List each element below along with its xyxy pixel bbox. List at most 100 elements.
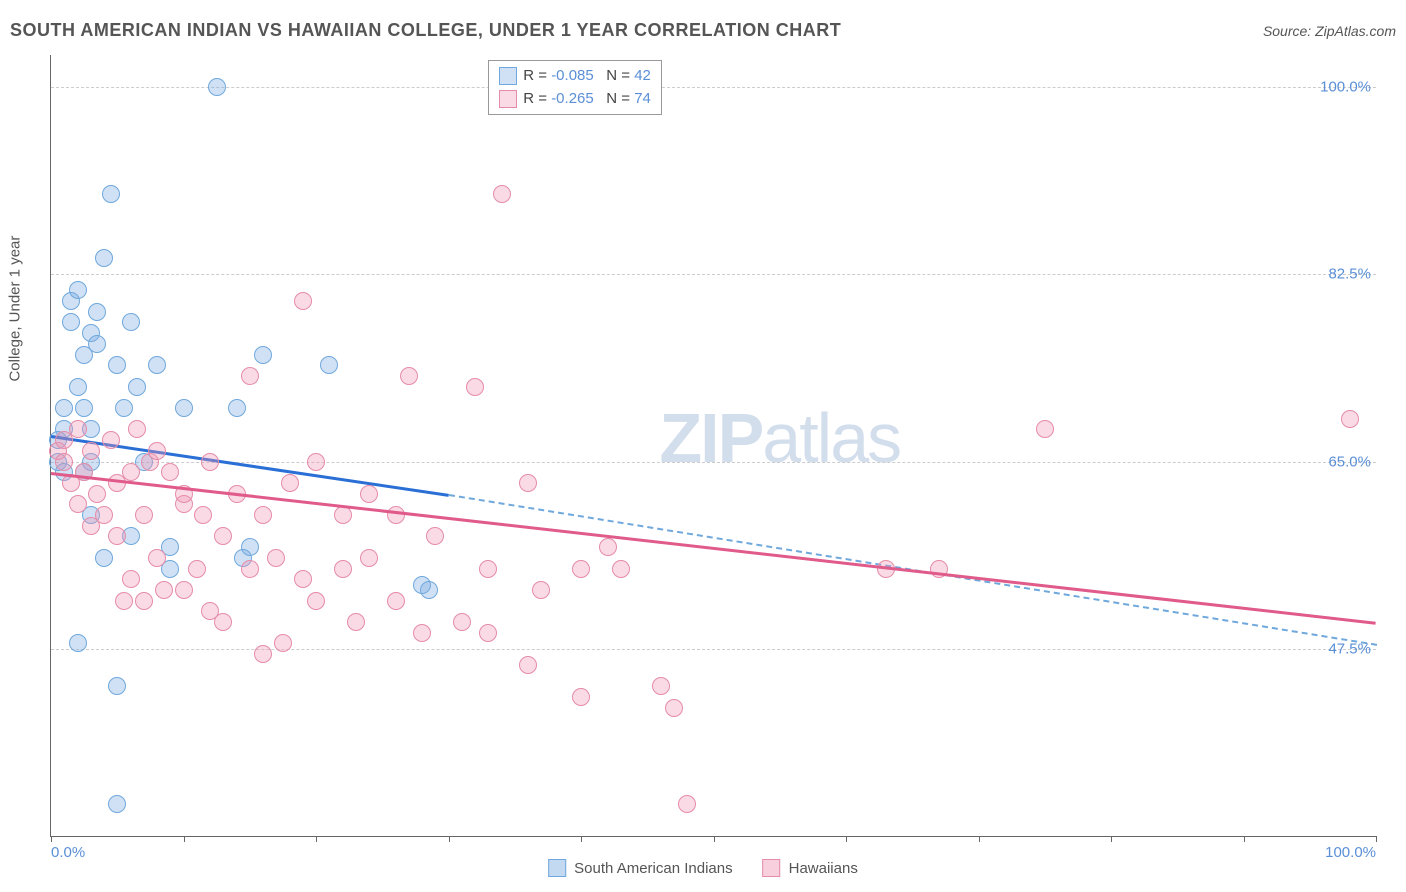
data-point bbox=[161, 463, 179, 481]
data-point bbox=[532, 581, 550, 599]
data-point bbox=[128, 420, 146, 438]
data-point bbox=[519, 474, 537, 492]
y-tick-label: 100.0% bbox=[1320, 79, 1371, 96]
grid-line bbox=[51, 649, 1376, 650]
data-point bbox=[599, 538, 617, 556]
data-point bbox=[274, 634, 292, 652]
data-point bbox=[108, 356, 126, 374]
data-point bbox=[115, 592, 133, 610]
data-point bbox=[519, 656, 537, 674]
data-point bbox=[267, 549, 285, 567]
data-point bbox=[665, 699, 683, 717]
stats-legend: R = -0.085 N = 42R = -0.265 N = 74 bbox=[488, 60, 662, 115]
legend-label: Hawaiians bbox=[789, 860, 858, 877]
x-tick-label: 100.0% bbox=[1325, 844, 1376, 861]
data-point bbox=[334, 560, 352, 578]
data-point bbox=[194, 506, 212, 524]
data-point bbox=[347, 613, 365, 631]
data-point bbox=[82, 442, 100, 460]
data-point bbox=[95, 506, 113, 524]
data-point bbox=[360, 549, 378, 567]
data-point bbox=[135, 592, 153, 610]
data-point bbox=[241, 538, 259, 556]
data-point bbox=[228, 399, 246, 417]
data-point bbox=[95, 549, 113, 567]
x-tick-label: 0.0% bbox=[51, 844, 85, 861]
data-point bbox=[572, 560, 590, 578]
x-tick bbox=[979, 836, 980, 842]
grid-line bbox=[51, 274, 1376, 275]
data-point bbox=[413, 624, 431, 642]
data-point bbox=[387, 506, 405, 524]
legend-item: South American Indians bbox=[548, 859, 732, 877]
data-point bbox=[493, 185, 511, 203]
data-point bbox=[175, 399, 193, 417]
legend-item: Hawaiians bbox=[763, 859, 858, 877]
data-point bbox=[294, 570, 312, 588]
data-point bbox=[188, 560, 206, 578]
data-point bbox=[208, 78, 226, 96]
watermark-bold: ZIP bbox=[659, 399, 762, 477]
data-point bbox=[479, 624, 497, 642]
data-point bbox=[307, 592, 325, 610]
x-tick bbox=[714, 836, 715, 842]
data-point bbox=[678, 795, 696, 813]
x-tick bbox=[316, 836, 317, 842]
x-tick bbox=[846, 836, 847, 842]
data-point bbox=[102, 185, 120, 203]
data-point bbox=[155, 581, 173, 599]
source-attribution: Source: ZipAtlas.com bbox=[1263, 23, 1396, 39]
data-point bbox=[148, 549, 166, 567]
data-point bbox=[122, 313, 140, 331]
data-point bbox=[122, 463, 140, 481]
data-point bbox=[108, 795, 126, 813]
grid-line bbox=[51, 462, 1376, 463]
x-tick bbox=[51, 836, 52, 842]
data-point bbox=[69, 634, 87, 652]
watermark-rest: atlas bbox=[762, 399, 900, 477]
data-point bbox=[254, 346, 272, 364]
bottom-legend: South American Indians Hawaiians bbox=[548, 859, 858, 877]
plot-area: ZIPatlas 47.5%65.0%82.5%100.0%0.0%100.0%… bbox=[50, 55, 1376, 837]
chart-title: SOUTH AMERICAN INDIAN VS HAWAIIAN COLLEG… bbox=[10, 20, 841, 41]
x-tick bbox=[1111, 836, 1112, 842]
data-point bbox=[479, 560, 497, 578]
stats-text: R = -0.265 N = 74 bbox=[523, 88, 651, 111]
data-point bbox=[320, 356, 338, 374]
x-tick bbox=[1244, 836, 1245, 842]
data-point bbox=[360, 485, 378, 503]
legend-swatch bbox=[763, 859, 781, 877]
data-point bbox=[122, 570, 140, 588]
data-point bbox=[69, 420, 87, 438]
data-point bbox=[466, 378, 484, 396]
x-tick bbox=[581, 836, 582, 842]
legend-swatch bbox=[499, 67, 517, 85]
data-point bbox=[108, 677, 126, 695]
watermark: ZIPatlas bbox=[659, 398, 900, 478]
data-point bbox=[55, 399, 73, 417]
data-point bbox=[241, 367, 259, 385]
data-point bbox=[148, 442, 166, 460]
data-point bbox=[69, 495, 87, 513]
data-point bbox=[1036, 420, 1054, 438]
data-point bbox=[307, 453, 325, 471]
data-point bbox=[214, 527, 232, 545]
data-point bbox=[1341, 410, 1359, 428]
y-tick-label: 65.0% bbox=[1328, 453, 1371, 470]
data-point bbox=[128, 378, 146, 396]
legend-label: South American Indians bbox=[574, 860, 732, 877]
data-point bbox=[148, 356, 166, 374]
legend-swatch bbox=[548, 859, 566, 877]
data-point bbox=[95, 249, 113, 267]
stats-text: R = -0.085 N = 42 bbox=[523, 65, 651, 88]
data-point bbox=[387, 592, 405, 610]
data-point bbox=[88, 303, 106, 321]
data-point bbox=[88, 335, 106, 353]
legend-swatch bbox=[499, 90, 517, 108]
chart-container: College, Under 1 year ZIPatlas 47.5%65.0… bbox=[50, 55, 1376, 837]
data-point bbox=[75, 399, 93, 417]
data-point bbox=[294, 292, 312, 310]
data-point bbox=[55, 453, 73, 471]
data-point bbox=[62, 313, 80, 331]
y-axis-title: College, Under 1 year bbox=[7, 236, 24, 382]
